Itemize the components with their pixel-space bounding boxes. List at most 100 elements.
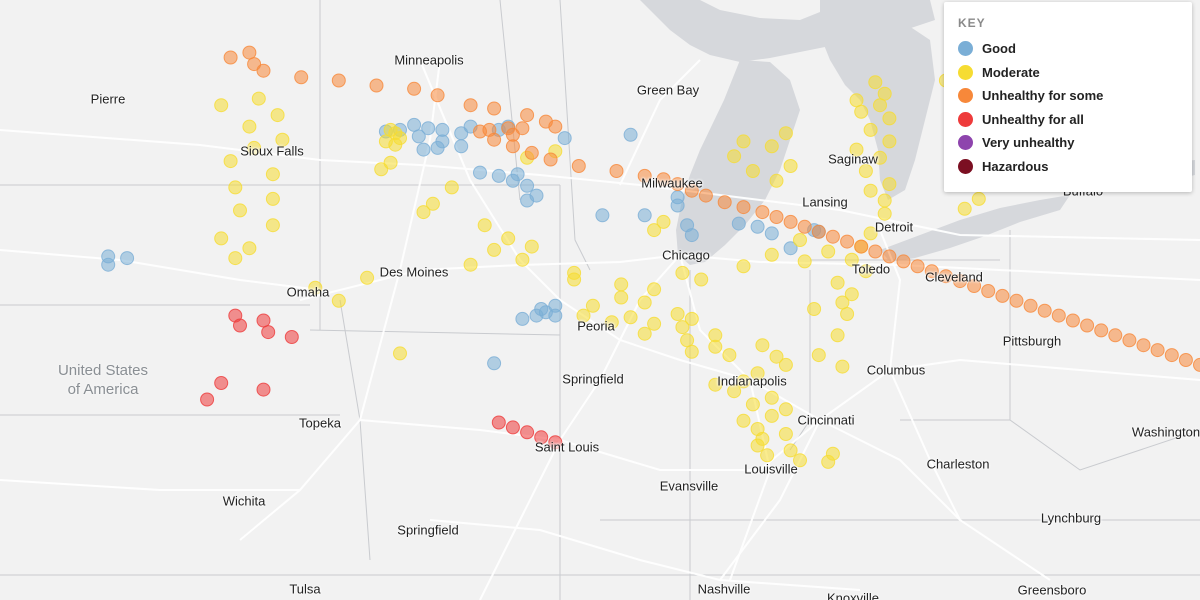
station-marker-unhealthy-for-some[interactable]: [223, 50, 238, 65]
station-marker-moderate[interactable]: [708, 339, 723, 354]
station-marker-good[interactable]: [454, 139, 469, 154]
station-marker-moderate[interactable]: [736, 413, 751, 428]
station-marker-good[interactable]: [534, 302, 549, 316]
station-marker-unhealthy-for-some[interactable]: [1080, 318, 1095, 333]
station-marker-moderate[interactable]: [778, 126, 793, 141]
station-marker-moderate[interactable]: [463, 257, 478, 272]
station-marker-unhealthy-for-some[interactable]: [1023, 298, 1038, 313]
station-marker-moderate[interactable]: [778, 357, 793, 372]
station-marker-moderate[interactable]: [614, 290, 629, 305]
station-marker-unhealthy-for-all[interactable]: [261, 325, 276, 340]
station-marker-moderate[interactable]: [623, 310, 638, 325]
station-marker-unhealthy-for-some[interactable]: [670, 177, 685, 192]
station-marker-good[interactable]: [595, 208, 610, 223]
station-marker-moderate[interactable]: [251, 91, 266, 106]
station-marker-good[interactable]: [473, 165, 487, 180]
station-marker-moderate[interactable]: [487, 242, 502, 257]
station-marker-moderate[interactable]: [684, 311, 699, 326]
station-marker-moderate[interactable]: [374, 162, 389, 177]
legend-item-good[interactable]: Good: [958, 37, 1178, 61]
station-marker-unhealthy-for-all[interactable]: [214, 376, 229, 390]
station-marker-moderate[interactable]: [393, 346, 407, 361]
station-marker-unhealthy-for-some[interactable]: [717, 195, 732, 210]
station-marker-unhealthy-for-some[interactable]: [407, 81, 422, 96]
station-marker-unhealthy-for-all[interactable]: [520, 425, 535, 440]
station-marker-moderate[interactable]: [863, 226, 878, 241]
station-marker-moderate[interactable]: [769, 349, 784, 364]
station-marker-moderate[interactable]: [694, 272, 709, 287]
station-marker-unhealthy-for-all[interactable]: [256, 382, 271, 397]
station-marker-moderate[interactable]: [863, 122, 878, 137]
station-marker-good[interactable]: [637, 208, 652, 223]
legend-item-hazardous[interactable]: Hazardous: [958, 155, 1178, 179]
station-marker-moderate[interactable]: [877, 193, 892, 208]
station-marker-moderate[interactable]: [844, 252, 859, 267]
station-marker-unhealthy-for-some[interactable]: [896, 254, 911, 269]
station-marker-unhealthy-for-some[interactable]: [698, 188, 713, 203]
station-marker-moderate[interactable]: [797, 254, 812, 269]
station-marker-unhealthy-for-some[interactable]: [811, 224, 826, 239]
station-marker-moderate[interactable]: [567, 272, 582, 287]
station-marker-moderate[interactable]: [425, 196, 440, 211]
station-marker-moderate[interactable]: [214, 98, 229, 113]
station-marker-unhealthy-for-all[interactable]: [548, 435, 563, 450]
station-marker-moderate[interactable]: [764, 408, 779, 423]
station-marker-moderate[interactable]: [849, 93, 864, 108]
station-marker-moderate[interactable]: [755, 338, 770, 353]
station-marker-moderate[interactable]: [675, 320, 690, 335]
station-marker-moderate[interactable]: [247, 140, 262, 155]
station-marker-good[interactable]: [623, 127, 638, 142]
station-marker-unhealthy-for-some[interactable]: [463, 98, 478, 113]
station-marker-unhealthy-for-some[interactable]: [755, 205, 770, 220]
station-marker-unhealthy-for-some[interactable]: [571, 159, 586, 173]
station-marker-moderate[interactable]: [863, 183, 878, 198]
station-marker-moderate[interactable]: [873, 150, 887, 165]
station-marker-moderate[interactable]: [265, 167, 280, 182]
station-marker-good[interactable]: [731, 216, 746, 231]
station-marker-moderate[interactable]: [647, 223, 662, 238]
station-marker-moderate[interactable]: [835, 359, 850, 374]
station-marker-unhealthy-for-some[interactable]: [981, 284, 996, 298]
station-marker-moderate[interactable]: [614, 277, 629, 292]
station-marker-moderate[interactable]: [778, 402, 793, 417]
station-marker-moderate[interactable]: [882, 111, 897, 126]
station-marker-moderate[interactable]: [585, 298, 600, 313]
station-marker-moderate[interactable]: [750, 438, 765, 453]
station-marker-moderate[interactable]: [858, 264, 873, 279]
station-marker-moderate[interactable]: [656, 214, 671, 229]
station-marker-unhealthy-for-some[interactable]: [609, 164, 624, 178]
station-marker-unhealthy-for-some[interactable]: [1037, 303, 1052, 318]
station-marker-good[interactable]: [101, 249, 116, 264]
station-marker-unhealthy-for-some[interactable]: [487, 101, 502, 116]
station-marker-good[interactable]: [491, 168, 506, 183]
station-marker-unhealthy-for-some[interactable]: [910, 259, 925, 274]
station-marker-moderate[interactable]: [783, 159, 798, 173]
station-marker-unhealthy-for-some[interactable]: [684, 183, 699, 198]
station-marker-moderate[interactable]: [769, 173, 784, 188]
station-marker-unhealthy-for-some[interactable]: [543, 152, 558, 167]
station-marker-good[interactable]: [416, 142, 431, 157]
station-marker-moderate[interactable]: [844, 287, 859, 302]
station-marker-unhealthy-for-some[interactable]: [487, 132, 502, 147]
station-marker-unhealthy-for-some[interactable]: [524, 145, 539, 160]
station-marker-moderate[interactable]: [825, 446, 840, 461]
station-marker-moderate[interactable]: [882, 134, 897, 149]
station-marker-moderate[interactable]: [877, 86, 892, 101]
station-marker-good[interactable]: [421, 121, 436, 136]
station-marker-moderate[interactable]: [957, 201, 972, 216]
station-marker-unhealthy-for-some[interactable]: [294, 70, 309, 85]
station-marker-unhealthy-for-some[interactable]: [656, 172, 671, 187]
station-marker-good[interactable]: [120, 251, 135, 266]
station-marker-unhealthy-for-some[interactable]: [868, 244, 883, 259]
station-marker-unhealthy-for-all[interactable]: [233, 318, 247, 333]
station-marker-moderate[interactable]: [971, 191, 986, 206]
station-marker-moderate[interactable]: [242, 241, 257, 256]
legend-item-very-unhealthy[interactable]: Very unhealthy: [958, 131, 1178, 155]
station-marker-moderate[interactable]: [501, 231, 516, 246]
station-marker-moderate[interactable]: [745, 397, 760, 412]
station-marker-unhealthy-for-all[interactable]: [505, 420, 520, 435]
station-marker-unhealthy-for-all[interactable]: [284, 330, 299, 344]
legend-item-unhealthy-for-some[interactable]: Unhealthy for some: [958, 84, 1178, 108]
station-marker-unhealthy-for-some[interactable]: [247, 57, 262, 72]
